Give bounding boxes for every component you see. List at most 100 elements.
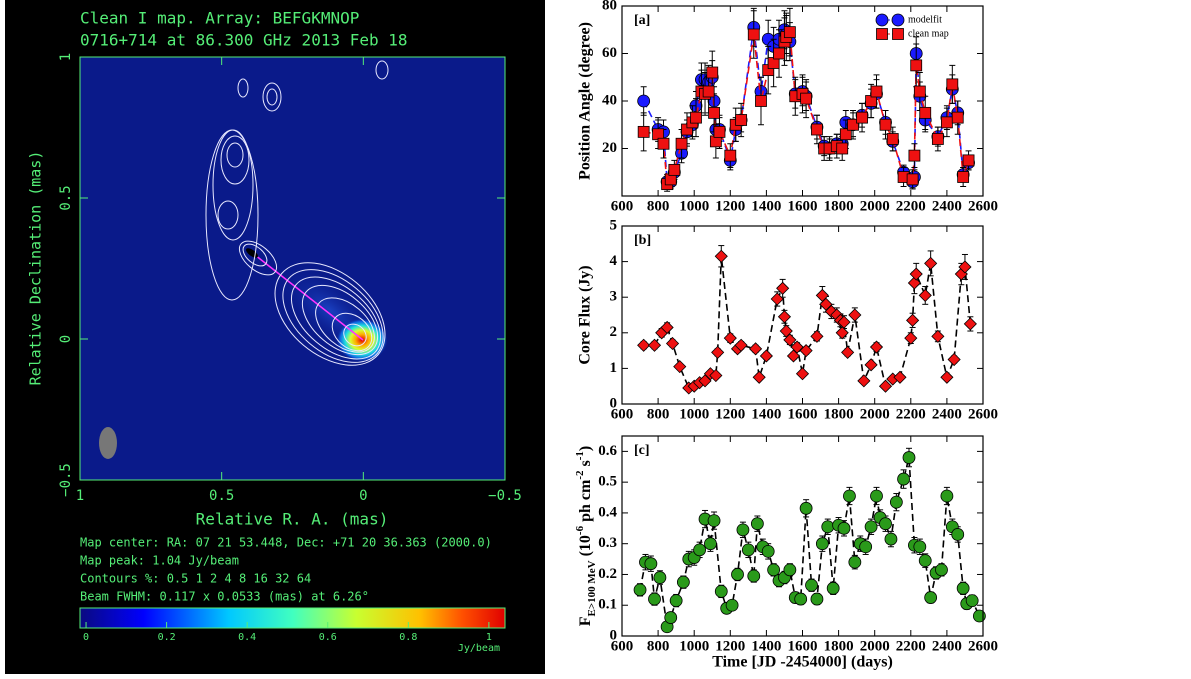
marker [890, 496, 902, 508]
marker [677, 576, 689, 588]
x-tick-label: 2200 [896, 198, 926, 214]
y-tick-label: 1 [610, 360, 618, 376]
marker [694, 544, 706, 556]
colorbar-tick-label: 0.4 [238, 632, 256, 643]
marker [737, 524, 749, 536]
marker [843, 490, 855, 502]
map-footer-line: Beam FWHM: 0.117 x 0.0533 (mas) at 6.26° [80, 590, 369, 604]
marker [948, 354, 960, 366]
x-tick-label: 2600 [968, 198, 998, 214]
marker [925, 592, 937, 604]
marker [634, 584, 646, 596]
marker [712, 346, 724, 358]
x-tick-label: 1200 [715, 406, 745, 422]
x-tick-label: 1800 [824, 638, 854, 654]
y-tick-label: 40 [602, 92, 617, 108]
marker [654, 572, 666, 584]
x-tick-label: 2000 [860, 198, 890, 214]
marker [905, 332, 917, 344]
colorbar-tick-label: 0.2 [158, 632, 176, 643]
marker [941, 117, 952, 128]
marker [811, 124, 822, 135]
panel-label: [c] [634, 443, 650, 458]
marker [724, 332, 736, 344]
marker [919, 289, 931, 301]
marker [811, 593, 823, 605]
marker [753, 371, 765, 383]
y-tick-label: 0.2 [598, 566, 617, 582]
x-tick-label: 1000 [679, 638, 709, 654]
marker [816, 538, 828, 550]
y-tick-label: 0.5 [598, 474, 617, 490]
colorbar-tick-label: 1 [486, 632, 492, 643]
map-x-tick-label: −0.5 [488, 488, 522, 504]
x-tick-label: 2400 [932, 406, 962, 422]
y-tick-label: 0 [610, 627, 618, 643]
y-axis-label-part: F [577, 616, 594, 626]
y-tick-label: 0 [610, 395, 618, 411]
marker [822, 521, 834, 533]
map-x-label: Relative R. A. (mas) [196, 510, 389, 529]
marker [885, 533, 897, 545]
colorbar-unit: Jy/beam [458, 643, 500, 654]
marker [858, 375, 870, 387]
marker [860, 541, 872, 553]
marker [964, 318, 976, 330]
marker [838, 522, 850, 534]
marker [784, 564, 796, 576]
series-line [644, 256, 971, 388]
marker [925, 257, 937, 269]
x-tick-label: 2200 [896, 638, 926, 654]
panel: 6008001000120014001600180020002200240026… [577, 217, 998, 422]
marker [638, 339, 650, 351]
marker [849, 556, 861, 568]
marker [880, 518, 892, 530]
marker [947, 79, 958, 90]
marker [893, 29, 904, 40]
y-tick-label: 3 [610, 289, 618, 305]
x-tick-label: 2200 [896, 406, 926, 422]
y-tick-label: 0.3 [598, 535, 617, 551]
x-tick-label: 1200 [715, 638, 745, 654]
panel: 6008001000120014001600180020002200240026… [574, 436, 998, 671]
y-axis-label-part: ph cm [577, 479, 594, 526]
marker [774, 48, 785, 59]
x-tick-label: 1600 [788, 198, 818, 214]
marker [871, 490, 883, 502]
marker [910, 268, 922, 280]
marker [748, 570, 760, 582]
marker [914, 541, 926, 553]
marker [691, 112, 702, 123]
marker [919, 555, 931, 567]
marker [797, 368, 809, 380]
y-axis-label-part: ) [577, 446, 594, 451]
marker [800, 502, 812, 514]
map-footer-line: Contours %: 0.5 1 2 4 8 16 32 64 [80, 572, 311, 586]
marker [777, 282, 789, 294]
marker [748, 29, 759, 40]
marker [645, 558, 657, 570]
marker [966, 595, 978, 607]
marker [715, 585, 727, 597]
x-tick-label: 2400 [932, 638, 962, 654]
y-tick-label: 80 [602, 0, 617, 13]
marker [674, 361, 686, 373]
marker [755, 96, 766, 107]
x-tick-label: 1600 [788, 638, 818, 654]
x-tick-label: 2600 [968, 638, 998, 654]
x-tick-label: 800 [647, 638, 670, 654]
marker [871, 341, 883, 353]
map-y-tick-label: 1 [58, 53, 74, 61]
y-tick-label: 2 [610, 324, 618, 340]
marker [801, 93, 812, 104]
marker [638, 126, 649, 137]
x-tick-label: 1000 [679, 198, 709, 214]
marker [670, 595, 682, 607]
x-tick-label: 800 [647, 406, 670, 422]
map-y-label: Relative Declination (mas) [27, 151, 45, 386]
marker [708, 515, 720, 527]
marker [903, 452, 915, 464]
marker [911, 60, 922, 71]
marker [667, 337, 679, 349]
marker [920, 107, 931, 118]
